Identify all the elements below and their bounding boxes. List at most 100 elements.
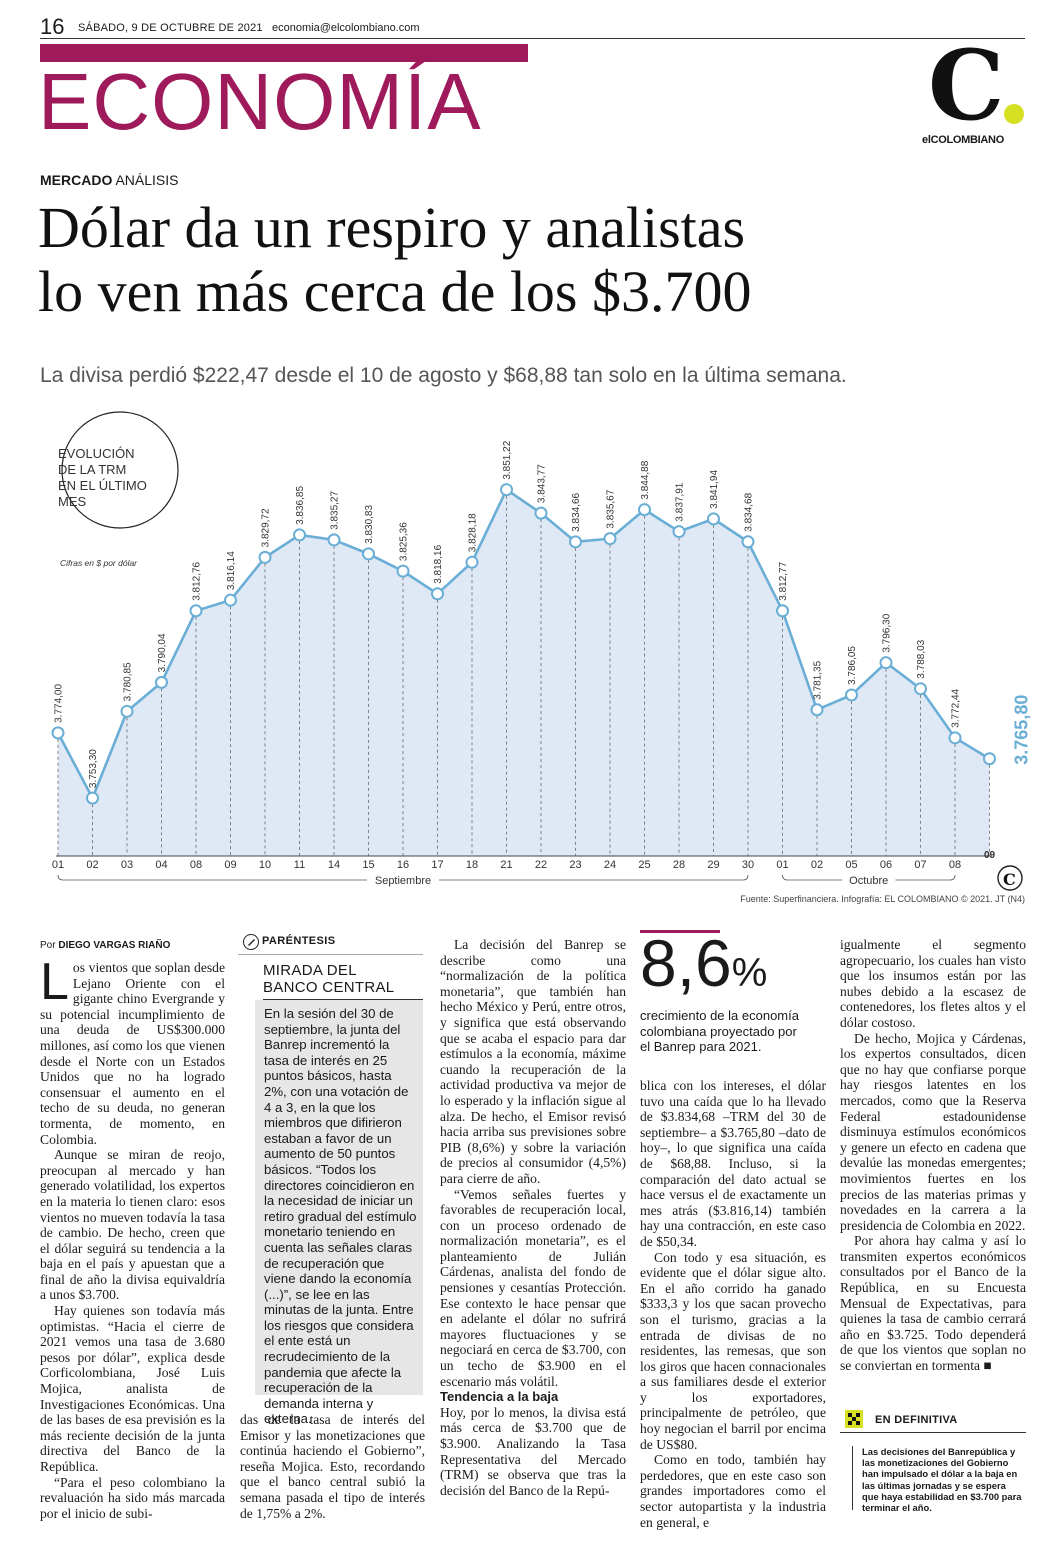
chart-data-point: [51, 726, 65, 740]
chart-value-label: 3.830,83: [364, 505, 375, 544]
chart-title-line: EN EL ÚLTIMO: [58, 478, 147, 493]
en-definitiva-text: Las decisiones del Banrepública y las mo…: [862, 1446, 1022, 1514]
chart-value-label: 3.843,77: [537, 464, 548, 503]
chart-data-point: [672, 525, 686, 539]
chart-data-point: [155, 675, 168, 689]
chart-x-tick-label: 05: [845, 859, 857, 871]
kicker-bold: MERCADO: [40, 172, 113, 188]
parentesis-rule: [238, 954, 423, 955]
section-title: ECONOMÍA: [38, 57, 482, 146]
article-kicker: MERCADO ANÁLISIS: [40, 172, 179, 188]
chart-month-label: Octubre: [849, 875, 888, 887]
byline-name: DIEGO VARGAS RIAÑO: [58, 940, 171, 951]
chart-title-line: DE LA TRM: [58, 462, 126, 477]
paragraph: Como en todo, también hay perdedores, qu…: [640, 1452, 826, 1530]
paragraph: igualmente el segmento agropecuario, los…: [840, 937, 1026, 1030]
chart-data-point: [948, 731, 962, 745]
stat-percent: %: [731, 951, 768, 995]
chart-data-point: [258, 550, 272, 564]
chart-units-note: Cifras en $ por dólar: [60, 558, 138, 568]
chart-value-label: 3.786,05: [847, 646, 858, 685]
paragraph: La decisión del Banrep se describe como …: [440, 937, 626, 1186]
chart-x-tick-label: 23: [569, 859, 581, 871]
chart-x-tick-label: 17: [431, 859, 443, 871]
chart-source: Fuente: Superfinanciera. Infografía: EL …: [740, 894, 1025, 904]
stat-number: 8,6: [640, 926, 732, 1000]
chart-data-point: [500, 483, 513, 497]
chart-value-label: 3.829,72: [261, 508, 272, 547]
chart-x-tick-label: 11: [294, 859, 305, 871]
chart-data-point: [534, 506, 548, 520]
chart-data-point: [189, 604, 203, 618]
parentesis-text: En la sesión del 30 de septiembre, la ju…: [264, 1006, 417, 1427]
paragraph: “Para el peso colombiano la revaluación …: [40, 1474, 225, 1521]
chart-data-point: [810, 703, 824, 717]
chart-x-tick-label: 09: [984, 850, 996, 861]
paragraph: blica con los intereses, el dólar tuvo u…: [640, 1078, 826, 1249]
chart-month-bracket: [782, 874, 843, 881]
chart-x-tick-label: 08: [190, 859, 202, 871]
chart-data-point: [465, 555, 479, 569]
chart-month-bracket: [57, 874, 367, 881]
chart-x-tick-label: 29: [707, 859, 719, 871]
parentesis-box: [255, 1000, 423, 1395]
chart-value-label: 3.835,67: [606, 489, 617, 528]
parentesis-label: PARÉNTESIS: [262, 935, 336, 947]
chart-value-label: 3.834,68: [744, 492, 755, 531]
chart-x-tick-label: 28: [673, 859, 685, 871]
paragraph: Aunque se miran de reojo, preocupan al m…: [40, 1147, 225, 1303]
chart-month-bracket: [439, 874, 749, 881]
chart-data-point: [983, 752, 996, 766]
stat-accent-bar: [640, 930, 720, 933]
trm-chart: 3.774,00 3.753,30 3.780,85 3.790,04 3.812,76…: [51, 411, 1032, 891]
chart-data-point: [845, 688, 858, 702]
article-column-5: igualmente el segmento agropecuario, los…: [840, 937, 1026, 1374]
chart-value-label: 3.796,30: [882, 613, 893, 652]
chart-value-label: 3.765,80: [1012, 695, 1032, 765]
chart-x-tick-label: 15: [362, 859, 374, 871]
paragraph-text: os vientos que soplan desde Lejano Orien…: [40, 960, 225, 1147]
page-number: 16: [40, 14, 65, 39]
logo-name: elCOLOMBIANO: [922, 134, 1004, 146]
header-date: SÁBADO, 9 DE OCTUBRE DE 2021: [78, 22, 263, 34]
chart-x-tick-label: 21: [500, 859, 512, 871]
chart-area-fill: [58, 489, 990, 856]
chart-series-line: [56, 488, 991, 800]
header-rule: [40, 38, 1025, 39]
paragraph: Hoy, por lo menos, la divisa está más ce…: [440, 1404, 626, 1498]
paragraph: “Vemos señales fuertes y favorables de r…: [440, 1186, 626, 1389]
en-definitiva-rule: [840, 1432, 1026, 1433]
chart-value-label: 3.772,44: [951, 688, 962, 727]
newspaper-logo[interactable]: C elCOLOMBIANO: [922, 38, 1026, 148]
stat-caption: crecimiento de la economía colombiana pr…: [640, 1008, 799, 1054]
chart-value-label: 3.788,03: [916, 639, 927, 678]
article-column-2: das de la tasa de interés del Emisor y l…: [240, 1412, 425, 1521]
checkered-flag-icon: [845, 1410, 863, 1428]
chart-value-label: 3.834,66: [571, 492, 582, 531]
chart-value-label: 3.836,85: [295, 486, 306, 525]
article-column-4: blica con los intereses, el dólar tuvo u…: [640, 1078, 826, 1530]
chart-value-label: 3.837,91: [675, 482, 686, 521]
chart-data-point: [293, 528, 306, 542]
svg-text:C: C: [1003, 870, 1016, 889]
chart-x-tick-label: 08: [949, 859, 961, 871]
chart-value-label: 3.812,77: [778, 561, 789, 600]
chart-title-line: MES: [58, 494, 87, 509]
header-email[interactable]: economia@elcolombiano.com: [272, 22, 420, 34]
chart-month-label: Septiembre: [375, 875, 431, 887]
chart-x-tick-label: 14: [328, 859, 340, 871]
chart-value-label: 3.851,22: [502, 440, 513, 479]
paragraph: Con todo y esa situación, es evidente qu…: [640, 1249, 826, 1452]
chart-value-label: 3.825,36: [399, 522, 410, 561]
chart-x-tick-label: 06: [880, 859, 892, 871]
chart-x-tick-label: 30: [742, 859, 754, 871]
chart-value-label: 3.818,16: [433, 544, 444, 583]
parentesis-title: MIRADA DEL BANCO CENTRAL: [263, 962, 423, 1000]
chart-x-tick-label: 01: [52, 859, 64, 871]
chart-value-label: 3.780,85: [123, 662, 134, 701]
chart-value-label: 3.816,14: [226, 551, 237, 590]
headline-line-1: Dólar da un respiro y analistas: [38, 195, 746, 260]
chart-data-point: [776, 604, 789, 618]
article-column-3: La decisión del Banrep se describe como …: [440, 937, 626, 1498]
